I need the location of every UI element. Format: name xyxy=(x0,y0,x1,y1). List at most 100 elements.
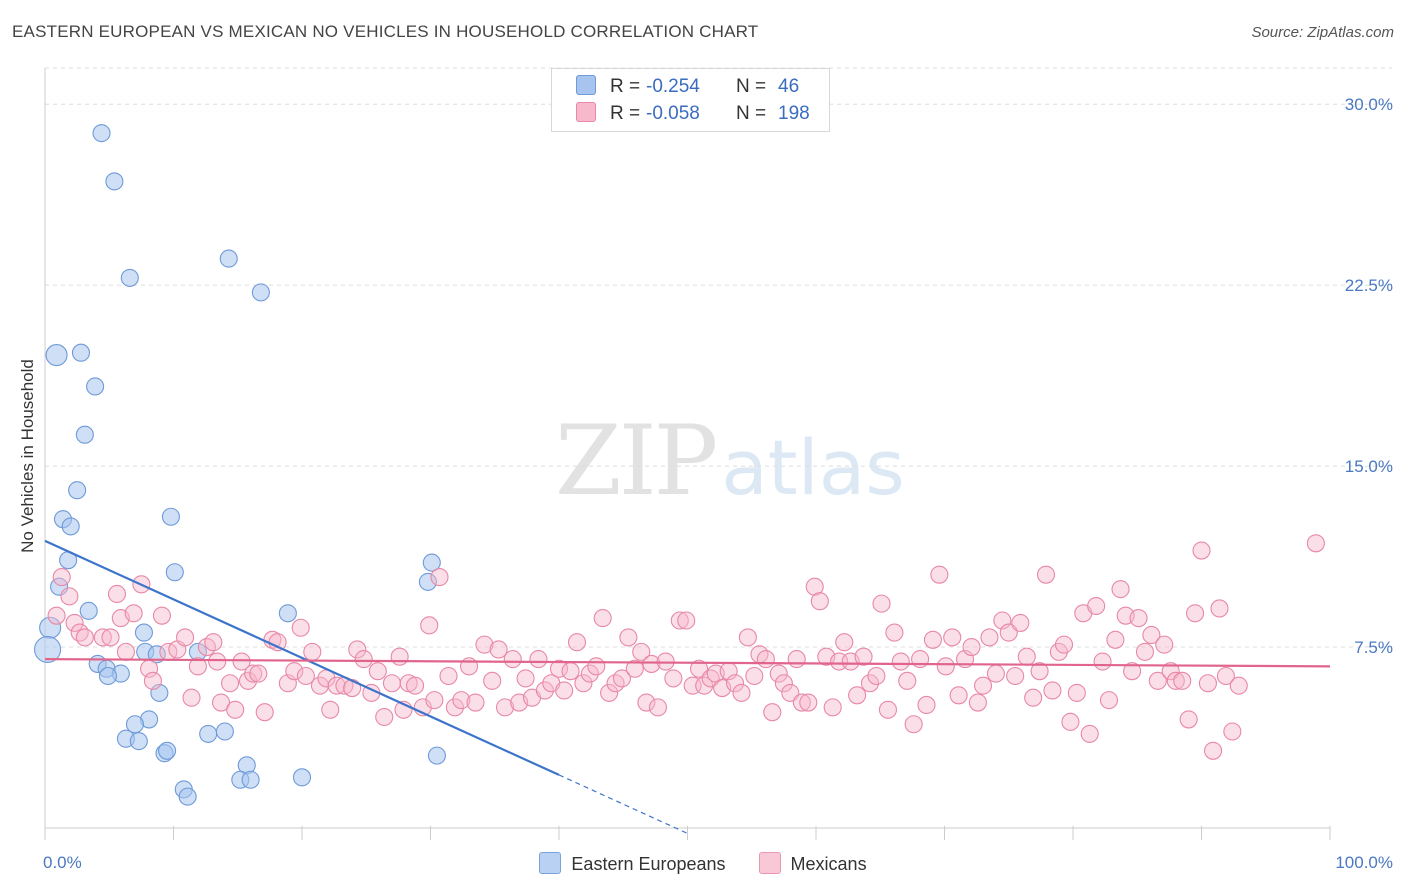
mexicans-point xyxy=(1024,688,1043,707)
mexicans-point xyxy=(348,640,367,659)
mexicans-point xyxy=(1223,722,1242,741)
mexicans-point xyxy=(637,693,656,712)
watermark-atlas: atlas xyxy=(721,423,905,512)
mexicans-point xyxy=(1148,671,1167,690)
mexicans-point xyxy=(285,662,304,681)
mexicans-point xyxy=(962,637,981,657)
mexicans-point xyxy=(756,650,775,669)
mexicans-trend-line xyxy=(44,658,1331,668)
legend-r-label: R = xyxy=(610,76,641,97)
mexicans-point xyxy=(799,693,818,712)
mexicans-point xyxy=(255,703,274,722)
mexicans-point xyxy=(898,671,917,690)
mexicans-points xyxy=(47,534,1325,760)
mexicans-point xyxy=(574,674,593,693)
mexicans-point xyxy=(949,686,968,705)
mexicans-point xyxy=(152,606,171,625)
mexicans-point xyxy=(1030,662,1049,681)
mexicans-point xyxy=(854,647,873,666)
mexicans-point xyxy=(1080,724,1099,743)
mexicans-point xyxy=(835,633,854,652)
legend-swatch-mexicans xyxy=(576,102,596,122)
mexicans-point xyxy=(1135,642,1155,661)
mexicans-point xyxy=(1036,565,1056,584)
mexicans-point xyxy=(516,669,535,688)
mexicans-point xyxy=(642,654,661,673)
eastern-europeans-point xyxy=(422,553,441,572)
mexicans-point xyxy=(208,652,227,671)
mexicans-point xyxy=(1173,671,1192,690)
mexicans-point xyxy=(763,703,782,722)
mexicans-point xyxy=(701,669,720,688)
mexicans-point xyxy=(1067,683,1086,702)
mexicans-point xyxy=(1155,635,1174,654)
mexicans-point xyxy=(226,700,245,719)
series-legend: Eastern Europeans Mexicans xyxy=(0,852,1406,875)
mexicans-point xyxy=(725,674,745,693)
mexicans-point xyxy=(60,587,79,606)
mexicans-point xyxy=(268,633,287,652)
mexicans-point xyxy=(495,698,515,717)
eastern-europeans-point xyxy=(71,343,91,362)
eastern-europeans-point xyxy=(79,601,98,620)
mexicans-point xyxy=(587,657,606,676)
mexicans-point xyxy=(904,715,923,734)
eastern-europeans-point xyxy=(215,722,234,741)
legend-n-label: N = xyxy=(736,76,767,97)
mexicans-point xyxy=(1111,580,1130,599)
eastern-europeans-point xyxy=(92,124,111,143)
source-credit: Source: ZipAtlas.com xyxy=(1251,24,1394,41)
mexicans-point xyxy=(47,606,66,625)
legend-label-eastern-europeans: Eastern Europeans xyxy=(571,854,726,874)
mexicans-point xyxy=(375,707,394,727)
eastern-europeans-point xyxy=(427,746,446,765)
mexicans-point xyxy=(612,669,632,688)
mexicans-point xyxy=(810,592,829,611)
mexicans-point xyxy=(936,657,955,676)
eastern-europeans-trend-extension xyxy=(558,774,688,834)
eastern-europeans-point xyxy=(86,377,105,396)
legend-n-label: N = xyxy=(736,103,767,124)
eastern-europeans-point xyxy=(278,604,297,623)
mexicans-point xyxy=(745,666,764,686)
mexicans-point xyxy=(430,568,449,587)
mexicans-point xyxy=(973,676,993,695)
mexicans-point xyxy=(503,650,522,669)
mexicans-point xyxy=(670,611,689,630)
mexicans-point xyxy=(695,676,714,695)
eastern-europeans-point xyxy=(125,715,144,734)
mexicans-point xyxy=(390,647,409,666)
mexicans-point xyxy=(143,671,162,690)
mexicans-point xyxy=(787,650,806,669)
mexicans-point xyxy=(343,679,362,698)
mexicans-point xyxy=(580,664,599,683)
mexicans-point xyxy=(75,628,94,647)
grid-lines xyxy=(45,67,1392,648)
eastern-europeans-point xyxy=(161,507,180,526)
mexicans-point xyxy=(1179,710,1198,729)
legend-r-label: R = xyxy=(610,103,641,124)
mexicans-point xyxy=(296,666,315,686)
mexicans-point xyxy=(1006,666,1025,686)
legend-row-eastern-europeans: R = -0.254 N = 46 xyxy=(576,75,799,99)
mexicans-point xyxy=(124,604,143,623)
x-tick-label: 0.0% xyxy=(43,853,82,872)
mexicans-point xyxy=(1306,534,1325,553)
eastern-europeans-point xyxy=(134,623,153,642)
mexicans-point xyxy=(475,635,494,654)
watermark: ZIPatlas xyxy=(555,405,905,517)
mexicans-point xyxy=(1011,613,1030,632)
mexicans-point xyxy=(1210,599,1229,618)
mexicans-point xyxy=(321,700,340,719)
legend-n-value: 198 xyxy=(778,103,810,124)
mexicans-point xyxy=(986,664,1005,683)
mexicans-point xyxy=(872,594,891,613)
mexicans-point xyxy=(664,669,683,688)
mexicans-point xyxy=(648,698,667,717)
eastern-europeans-point xyxy=(418,572,437,591)
correlation-legend: R = -0.254 N = 46 R = -0.058 N = 198 xyxy=(551,68,830,132)
mexicans-point xyxy=(1054,635,1074,654)
mexicans-point xyxy=(999,623,1018,642)
mexicans-point xyxy=(867,666,886,686)
eastern-europeans-points xyxy=(34,124,446,806)
